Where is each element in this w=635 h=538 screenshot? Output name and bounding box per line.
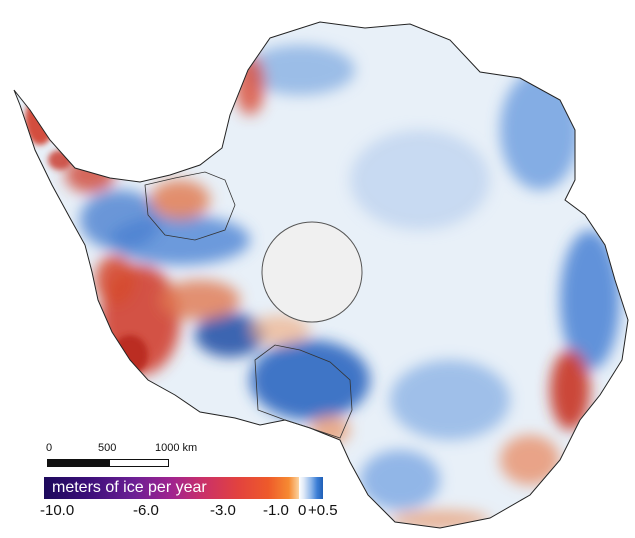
legend-tick-pos05: +0.5 <box>308 502 338 519</box>
colorbar-gain-ramp <box>299 477 323 499</box>
ice-shelf-outline-ross <box>254 344 353 439</box>
scale-label-0: 0 <box>46 442 53 454</box>
ice-shelf-outline-ronne <box>144 171 236 241</box>
pole-hole <box>261 221 363 323</box>
legend-tick-neg10: -10.0 <box>40 502 75 519</box>
legend-tick-zero: 0 <box>298 502 307 519</box>
legend-tick-neg6: -6.0 <box>133 502 159 519</box>
legend-title: meters of ice per year <box>52 479 207 496</box>
scale-label-1000km: 1000 km <box>155 442 198 454</box>
legend-tick-neg1: -1.0 <box>263 502 289 519</box>
scale-label-500: 500 <box>98 442 117 454</box>
scale-bar-white-segment <box>109 459 169 467</box>
colorbar-legend: meters of ice per year <box>44 477 323 499</box>
colorbar-loss-ramp <box>44 477 299 499</box>
legend-tick-neg3: -3.0 <box>210 502 236 519</box>
scale-bar-black-segment <box>47 459 109 467</box>
